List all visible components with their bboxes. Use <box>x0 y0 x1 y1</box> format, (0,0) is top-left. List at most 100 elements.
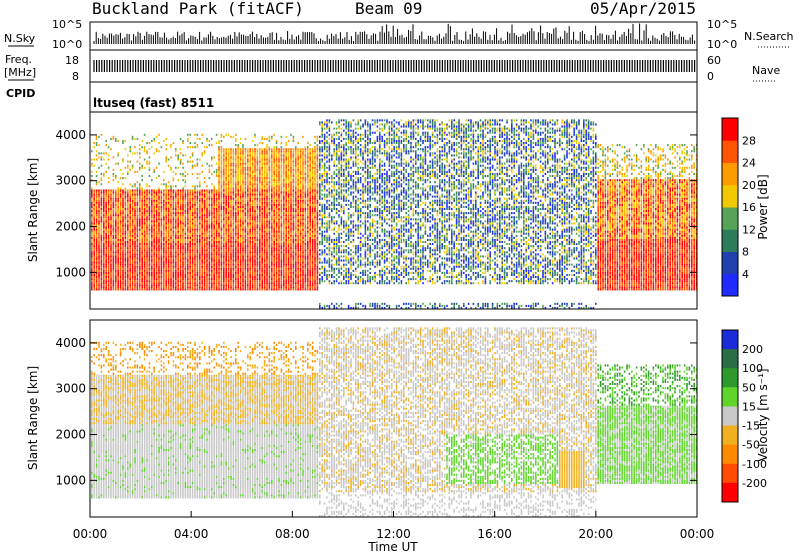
heat-cell <box>223 218 225 220</box>
heat-cell <box>173 185 175 187</box>
heat-cell <box>235 216 237 218</box>
heat-cell <box>141 260 143 262</box>
heat-cell <box>96 138 98 140</box>
heat-cell <box>240 251 242 253</box>
heat-cell <box>206 189 208 191</box>
heat-cell <box>165 231 167 233</box>
heat-cell <box>197 177 199 179</box>
heat-cell <box>144 216 146 218</box>
heat-cell <box>139 194 141 196</box>
heat-cell <box>139 249 141 251</box>
heat-cell <box>115 274 117 276</box>
heat-cell <box>91 191 93 193</box>
heat-cell <box>132 272 134 274</box>
heat-cell <box>105 224 107 226</box>
heat-cell <box>235 218 237 220</box>
heat-cell <box>242 262 244 264</box>
heat-cell <box>216 210 218 212</box>
heat-cell <box>197 262 199 264</box>
heat-cell <box>223 220 225 222</box>
heat-cell <box>228 177 230 179</box>
heat-cell <box>257 187 259 189</box>
heat-cell <box>283 167 285 169</box>
heat-cell <box>175 251 177 253</box>
heat-cell <box>158 212 160 214</box>
heat-cell <box>113 202 115 204</box>
heat-cell <box>221 260 223 262</box>
heat-cell <box>137 251 139 253</box>
heat-cell <box>103 288 105 290</box>
heat-cell <box>278 239 280 241</box>
heat-cell <box>269 163 271 165</box>
heat-cell <box>228 191 230 193</box>
heat-cell <box>235 224 237 226</box>
heat-cell <box>161 280 163 282</box>
heat-cell <box>264 177 266 179</box>
heat-cell <box>115 233 117 235</box>
heat-cell <box>96 204 98 206</box>
heat-cell <box>175 249 177 251</box>
heat-cell <box>281 214 283 216</box>
heat-cell <box>245 171 247 173</box>
heat-cell <box>180 274 182 276</box>
heat-cell <box>269 206 271 208</box>
heat-cell <box>266 255 268 257</box>
heat-cell <box>269 237 271 239</box>
heat-cell <box>189 260 191 262</box>
heat-cell <box>261 196 263 198</box>
heat-cell <box>149 200 151 202</box>
heat-cell <box>177 200 179 202</box>
heat-cell <box>127 278 129 280</box>
heat-cell <box>252 208 254 210</box>
heat-cell <box>93 202 95 204</box>
heat-cell <box>237 185 239 187</box>
heat-cell <box>216 214 218 216</box>
heat-cell <box>283 179 285 181</box>
heat-cell <box>209 165 211 167</box>
heat-cell <box>271 274 273 276</box>
heat-cell <box>144 220 146 222</box>
heat-cell <box>209 144 211 146</box>
heat-cell <box>240 224 242 226</box>
heat-cell <box>225 229 227 231</box>
heat-cell <box>144 274 146 276</box>
heat-cell <box>209 276 211 278</box>
heat-cell <box>245 222 247 224</box>
heat-cell <box>233 150 235 152</box>
heat-cell <box>259 212 261 214</box>
heat-cell <box>146 196 148 198</box>
heat-cell <box>269 204 271 206</box>
heat-cell <box>228 152 230 154</box>
heat-cell <box>103 245 105 247</box>
heat-cell <box>98 260 100 262</box>
heat-cell <box>254 152 256 154</box>
heat-cell <box>139 251 141 253</box>
heat-cell <box>129 220 131 222</box>
heat-cell <box>103 278 105 280</box>
heat-cell <box>283 177 285 179</box>
heat-cell <box>103 284 105 286</box>
heat-cell <box>189 262 191 264</box>
heat-cell <box>271 276 273 278</box>
heat-cell <box>161 243 163 245</box>
heat-cell <box>278 274 280 276</box>
heat-cell <box>110 196 112 198</box>
heat-cell <box>259 165 261 167</box>
heat-cell <box>259 222 261 224</box>
heat-cell <box>269 282 271 284</box>
heat-cell <box>173 202 175 204</box>
heat-cell <box>189 268 191 270</box>
heat-cell <box>261 266 263 268</box>
heat-cell <box>204 202 206 204</box>
heat-cell <box>113 237 115 239</box>
heat-cell <box>271 196 273 198</box>
heat-cell <box>161 200 163 202</box>
heat-cell <box>257 224 259 226</box>
heat-cell <box>276 262 278 264</box>
heat-cell <box>93 257 95 259</box>
heat-cell <box>101 220 103 222</box>
heat-cell <box>269 227 271 229</box>
heat-cell <box>144 280 146 282</box>
heat-cell <box>223 210 225 212</box>
heat-cell <box>285 208 287 210</box>
